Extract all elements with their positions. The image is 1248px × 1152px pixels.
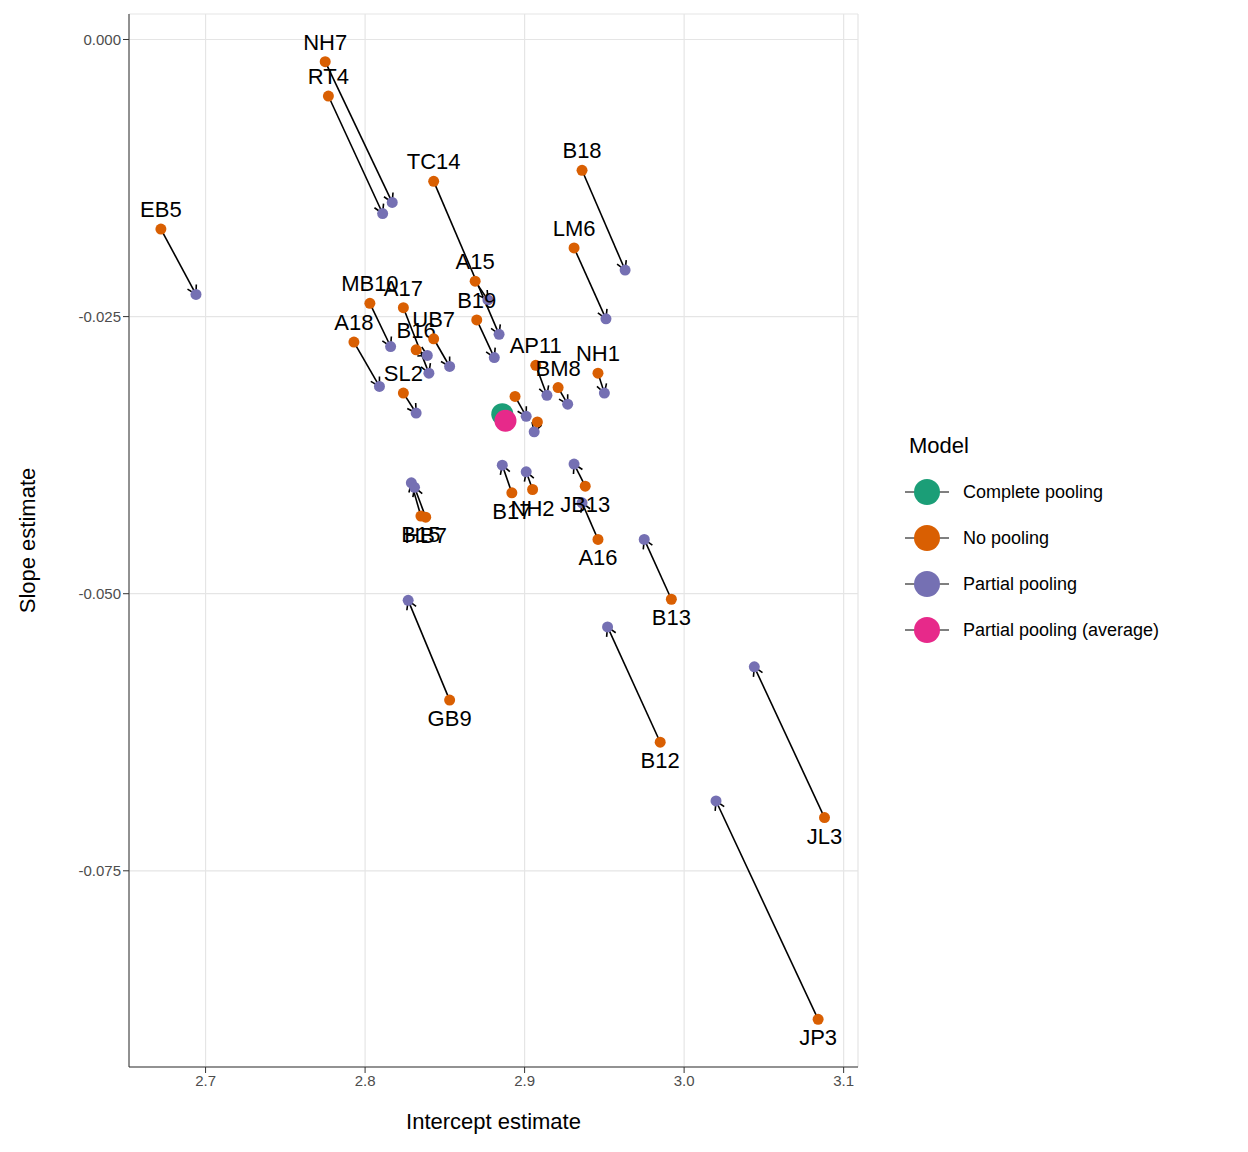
- svg-text:A15: A15: [456, 249, 495, 274]
- svg-text:UB7: UB7: [412, 307, 455, 332]
- svg-text:A18: A18: [334, 310, 373, 335]
- html-text:Model: Model: [909, 433, 969, 458]
- html-text:Partial pooling: Partial pooling: [963, 573, 1078, 594]
- html-text:Complete pooling: Complete pooling: [963, 481, 1104, 502]
- svg-text:-0.025: -0.025: [78, 308, 121, 325]
- svg-text:A17: A17: [384, 276, 423, 301]
- svg-text:AP11: AP11: [509, 333, 562, 359]
- svg-text:NH2: NH2: [511, 496, 555, 521]
- html-text:No pooling: No pooling: [963, 527, 1050, 548]
- svg-text:RT4: RT4: [308, 64, 349, 89]
- svg-text:NH1: NH1: [576, 341, 620, 366]
- svg-text:GB9: GB9: [428, 706, 472, 731]
- svg-text:HB7: HB7: [404, 523, 447, 548]
- svg-text:A16: A16: [578, 545, 617, 570]
- svg-text:2.9: 2.9: [514, 1072, 535, 1089]
- svg-text:JB13: JB13: [560, 492, 610, 517]
- svg-text:-0.050: -0.050: [78, 585, 121, 602]
- svg-text:B19: B19: [457, 288, 496, 313]
- svg-text:NH7: NH7: [303, 30, 347, 55]
- html-text:Partial pooling (average): Partial pooling (average): [963, 619, 1160, 640]
- svg-text:Slope estimate: Slope estimate: [15, 468, 40, 614]
- svg-text:BM8: BM8: [535, 356, 580, 381]
- svg-text:TC14: TC14: [407, 149, 461, 174]
- svg-text:3.0: 3.0: [674, 1072, 695, 1089]
- svg-text:2.7: 2.7: [195, 1072, 216, 1089]
- svg-text:3.1: 3.1: [833, 1072, 854, 1089]
- svg-text:MB10: MB10: [341, 271, 399, 297]
- svg-text:SL2: SL2: [384, 361, 423, 386]
- svg-text:JL3: JL3: [807, 824, 842, 849]
- svg-text:EB5: EB5: [140, 197, 182, 222]
- svg-text:Intercept estimate: Intercept estimate: [406, 1109, 581, 1134]
- svg-text:0.000: 0.000: [83, 31, 121, 48]
- svg-text:LM6: LM6: [553, 216, 596, 241]
- svg-text:JP3: JP3: [799, 1025, 837, 1050]
- svg-text:B12: B12: [641, 748, 680, 773]
- svg-text:2.8: 2.8: [355, 1072, 376, 1089]
- svg-text:B18: B18: [562, 138, 601, 163]
- svg-text:B13: B13: [652, 605, 691, 630]
- svg-text:-0.075: -0.075: [78, 862, 121, 879]
